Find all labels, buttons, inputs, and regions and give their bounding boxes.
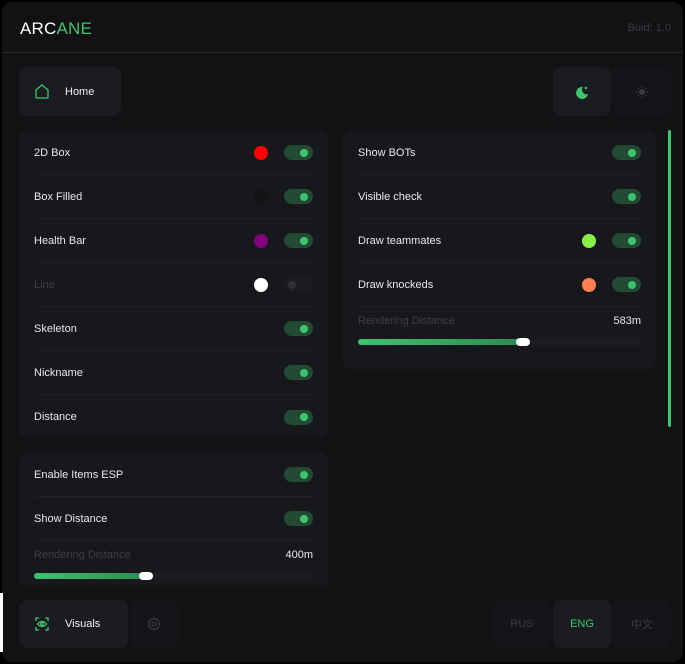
setting-row: Health Bar xyxy=(34,219,313,263)
toggle-switch[interactable] xyxy=(284,321,313,336)
color-picker-swatch[interactable] xyxy=(254,189,268,204)
color-picker-swatch[interactable] xyxy=(582,277,596,292)
other-distance-row: Rendering Distance 583m xyxy=(358,307,641,335)
player-esp-panel: 2D Box Box Filled Health Bar Line Skeleton Ni… xyxy=(19,131,328,437)
setting-row: Visible check xyxy=(358,175,641,219)
gear-icon xyxy=(147,617,161,631)
toggle-switch[interactable] xyxy=(612,233,641,248)
color-picker-swatch[interactable] xyxy=(254,145,268,160)
setting-label: Draw knockeds xyxy=(358,278,434,291)
settings-tab[interactable] xyxy=(130,600,178,648)
toggle-switch[interactable] xyxy=(284,467,313,482)
settings-scroll-area[interactable]: 2D Box Box Filled Health Bar Line Skeleton Ni… xyxy=(2,130,683,585)
other-distance-label: Rendering Distance xyxy=(358,315,455,327)
other-esp-panel: Show BOTs Visible check Draw teammates Draw… xyxy=(343,131,656,369)
setting-label: 2D Box xyxy=(34,146,71,159)
sun-icon xyxy=(636,85,648,98)
setting-label: Line xyxy=(34,278,55,291)
color-picker-swatch[interactable] xyxy=(582,233,596,248)
setting-label: Nickname xyxy=(34,366,83,379)
toggle-switch[interactable] xyxy=(612,145,641,160)
build-version: Buid: 1.0 xyxy=(627,22,671,34)
slider-thumb[interactable] xyxy=(515,338,530,346)
scrollbar[interactable] xyxy=(668,130,671,427)
moon-icon xyxy=(576,86,588,99)
slider-thumb[interactable] xyxy=(138,572,153,580)
toggle-switch[interactable] xyxy=(284,189,313,204)
toggle-switch[interactable] xyxy=(284,145,313,160)
setting-label: Show Distance xyxy=(34,512,108,525)
language-button[interactable]: ENG xyxy=(553,600,611,648)
header: ARCANE Buid: 1.0 xyxy=(2,2,683,53)
home-icon xyxy=(35,84,49,99)
slider-fill xyxy=(34,573,146,579)
other-distance-value: 583m xyxy=(613,315,641,327)
setting-row: Enable Items ESP xyxy=(34,453,313,497)
setting-row: Draw knockeds xyxy=(358,263,641,307)
setting-row: Distance xyxy=(34,395,313,439)
window-edge-marker xyxy=(0,593,3,652)
setting-row: Show BOTs xyxy=(358,131,641,175)
setting-row: Box Filled xyxy=(34,175,313,219)
color-picker-swatch[interactable] xyxy=(254,277,268,292)
logo-accent-text: ANE xyxy=(56,19,93,38)
dark-theme-button[interactable] xyxy=(553,67,611,116)
visuals-label: Visuals xyxy=(65,618,101,630)
logo-text: ARC xyxy=(20,19,57,38)
setting-row: Line xyxy=(34,263,313,307)
light-theme-button[interactable] xyxy=(613,67,671,116)
toggle-switch[interactable] xyxy=(612,277,641,292)
language-button[interactable]: RUS xyxy=(493,600,551,648)
setting-label: Health Bar xyxy=(34,234,86,247)
home-button[interactable]: Home xyxy=(19,67,121,116)
setting-label: Skeleton xyxy=(34,322,77,335)
items-distance-value: 400m xyxy=(285,549,313,561)
home-label: Home xyxy=(65,85,95,98)
setting-label: Show BOTs xyxy=(358,146,416,159)
setting-row: 2D Box xyxy=(34,131,313,175)
other-distance-slider[interactable] xyxy=(358,338,641,346)
toggle-switch[interactable] xyxy=(612,189,641,204)
toggle-switch[interactable] xyxy=(284,409,313,425)
setting-label: Enable Items ESP xyxy=(34,468,124,481)
setting-row: Skeleton xyxy=(34,307,313,351)
toggle-switch[interactable] xyxy=(284,233,313,248)
toggle-switch[interactable] xyxy=(284,365,313,380)
items-distance-row: Rendering Distance 400m xyxy=(34,541,313,569)
items-distance-slider[interactable] xyxy=(34,572,313,580)
logo: ARCANE xyxy=(20,19,92,39)
eye-scan-icon xyxy=(35,617,49,631)
setting-row: Draw teammates xyxy=(358,219,641,263)
slider-fill xyxy=(358,339,523,345)
setting-label: Distance xyxy=(34,411,77,423)
language-button[interactable]: 中文 xyxy=(613,600,671,648)
items-distance-label: Rendering Distance xyxy=(34,549,131,561)
toggle-switch[interactable] xyxy=(284,277,313,292)
visuals-tab[interactable]: Visuals xyxy=(19,600,128,648)
color-picker-swatch[interactable] xyxy=(254,233,268,248)
setting-label: Visible check xyxy=(358,190,422,203)
setting-row: Nickname xyxy=(34,351,313,395)
setting-label: Draw teammates xyxy=(358,234,442,247)
setting-label: Box Filled xyxy=(34,190,83,203)
items-esp-panel: Enable Items ESP Show Distance Rendering … xyxy=(19,453,328,585)
setting-row: Show Distance xyxy=(34,497,313,541)
toggle-switch[interactable] xyxy=(284,511,313,526)
